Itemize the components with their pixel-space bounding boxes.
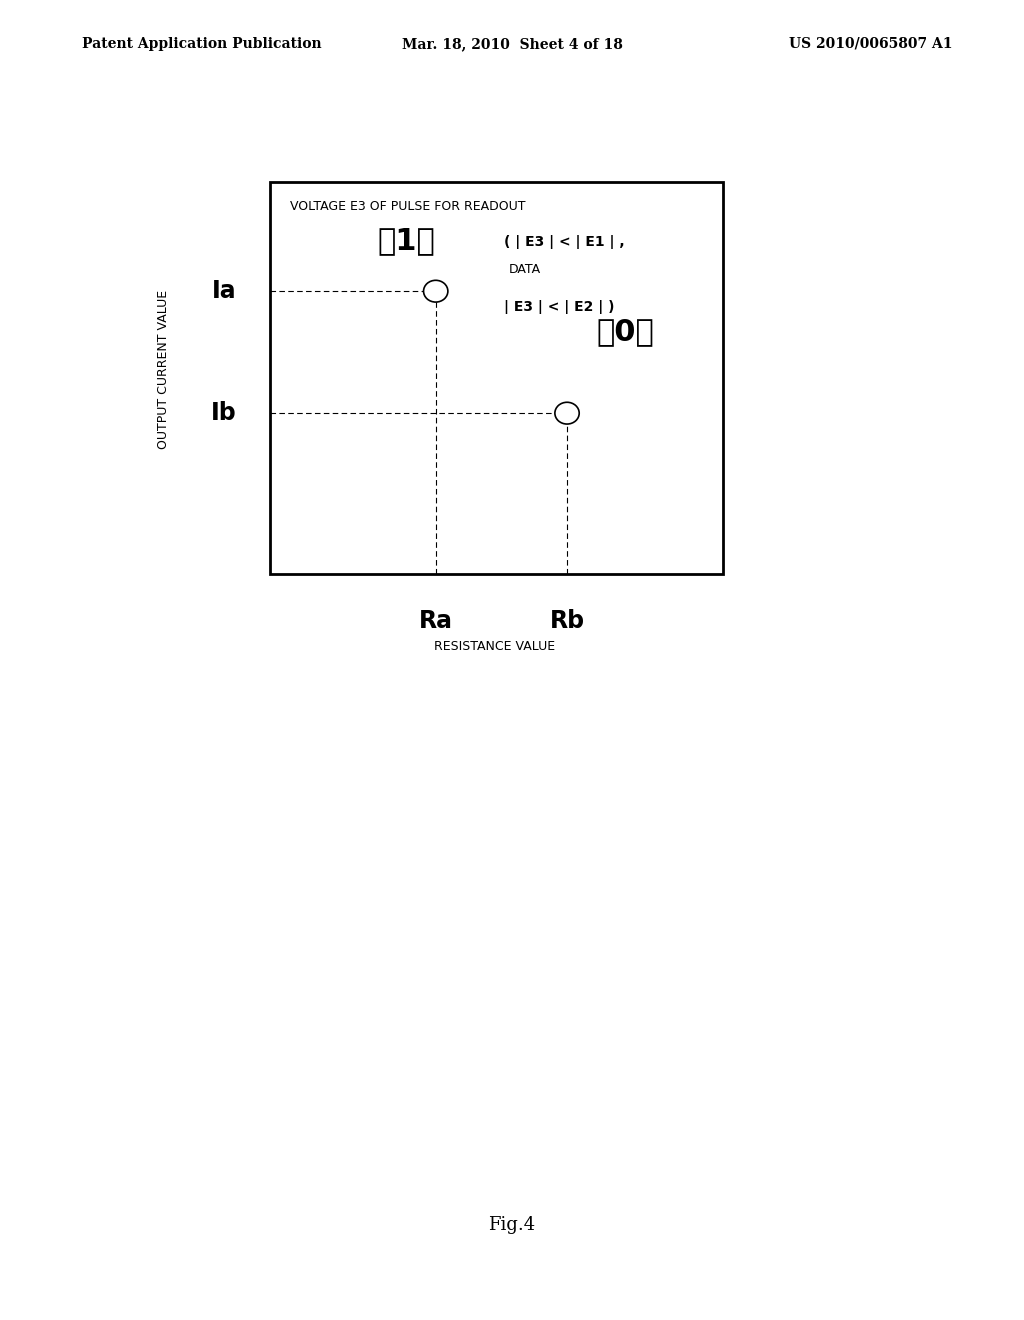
- Text: VOLTAGE E3 OF PULSE FOR READOUT: VOLTAGE E3 OF PULSE FOR READOUT: [290, 199, 525, 213]
- Text: RESISTANCE VALUE: RESISTANCE VALUE: [433, 640, 555, 653]
- Text: Mar. 18, 2010  Sheet 4 of 18: Mar. 18, 2010 Sheet 4 of 18: [401, 37, 623, 51]
- Text: ( | E3 | < | E1 | ,: ( | E3 | < | E1 | ,: [504, 235, 625, 248]
- Text: OUTPUT CURRENT VALUE: OUTPUT CURRENT VALUE: [158, 290, 170, 449]
- Text: Patent Application Publication: Patent Application Publication: [82, 37, 322, 51]
- Text: Ib: Ib: [211, 401, 237, 425]
- Text: 「1」: 「1」: [378, 226, 435, 255]
- Text: | E3 | < | E2 | ): | E3 | < | E2 | ): [504, 300, 614, 314]
- Text: 「0」: 「0」: [597, 317, 654, 346]
- Circle shape: [555, 403, 580, 424]
- Text: Rb: Rb: [550, 609, 585, 634]
- Circle shape: [424, 280, 447, 302]
- Text: DATA: DATA: [509, 263, 541, 276]
- Text: Fig.4: Fig.4: [488, 1216, 536, 1234]
- Text: Ia: Ia: [212, 280, 237, 304]
- Text: US 2010/0065807 A1: US 2010/0065807 A1: [788, 37, 952, 51]
- Text: Ra: Ra: [419, 609, 453, 634]
